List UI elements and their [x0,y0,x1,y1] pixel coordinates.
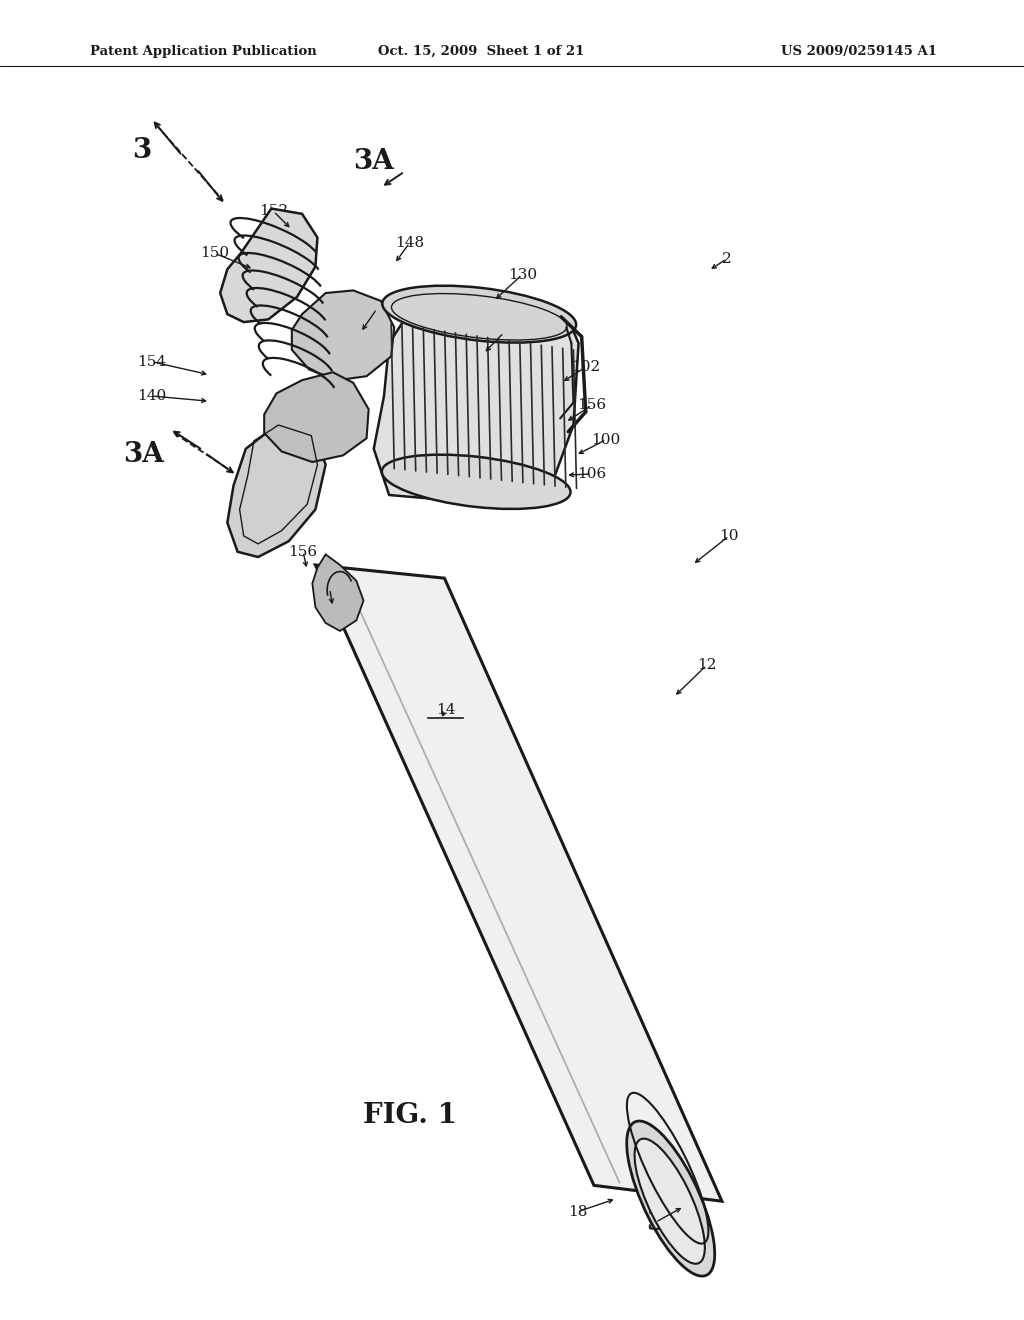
Text: 3: 3 [646,1209,665,1236]
Ellipse shape [382,454,570,510]
Text: 156: 156 [578,399,606,412]
Polygon shape [264,372,369,462]
Polygon shape [220,209,317,322]
Text: Patent Application Publication: Patent Application Publication [90,45,316,58]
Text: FIG. 1: FIG. 1 [362,1102,457,1129]
Polygon shape [315,565,722,1201]
Text: 148: 148 [395,236,424,249]
Text: 10: 10 [719,529,739,543]
Text: 14: 14 [435,704,456,717]
Text: 150: 150 [201,247,229,260]
Text: 156: 156 [289,545,317,558]
Text: 3A: 3A [353,148,394,174]
Text: 140: 140 [137,389,166,403]
Text: 100: 100 [592,433,621,446]
Text: 152: 152 [259,205,288,218]
Ellipse shape [382,285,577,343]
Polygon shape [292,290,394,380]
Ellipse shape [627,1121,715,1276]
Text: 2: 2 [722,252,732,265]
Text: 3A: 3A [123,441,164,467]
Text: 106: 106 [578,467,606,480]
Ellipse shape [635,1139,705,1263]
Polygon shape [227,425,326,557]
Text: US 2009/0259145 A1: US 2009/0259145 A1 [781,45,937,58]
Text: 12: 12 [696,659,717,672]
Text: 146: 146 [362,302,391,315]
Text: 18: 18 [568,1205,587,1218]
Text: Oct. 15, 2009  Sheet 1 of 21: Oct. 15, 2009 Sheet 1 of 21 [378,45,585,58]
Text: 130: 130 [508,268,537,281]
Polygon shape [374,297,579,502]
Text: 118: 118 [315,582,344,595]
Text: 102: 102 [571,360,600,374]
Text: 132: 132 [489,326,518,339]
Polygon shape [312,554,364,631]
Text: 154: 154 [137,355,166,368]
Text: 3: 3 [132,137,151,164]
